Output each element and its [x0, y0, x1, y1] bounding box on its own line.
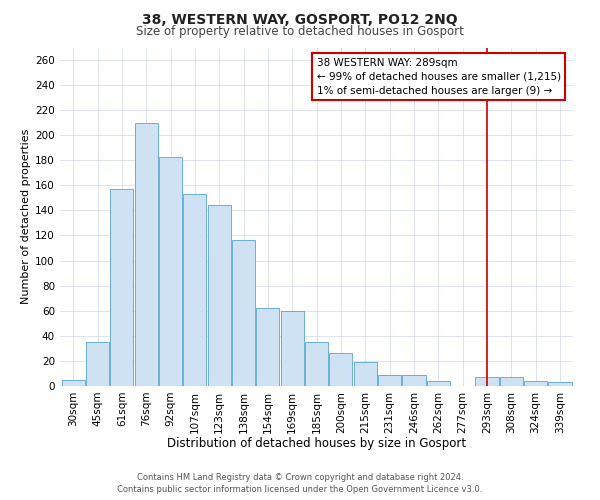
Y-axis label: Number of detached properties: Number of detached properties: [21, 129, 31, 304]
Bar: [305, 342, 328, 386]
Bar: [353, 362, 377, 386]
Bar: [256, 308, 280, 386]
Bar: [86, 342, 109, 386]
Bar: [110, 189, 133, 386]
Bar: [329, 354, 352, 386]
Bar: [62, 380, 85, 386]
Bar: [134, 122, 158, 386]
Text: 38 WESTERN WAY: 289sqm
← 99% of detached houses are smaller (1,215)
1% of semi-d: 38 WESTERN WAY: 289sqm ← 99% of detached…: [317, 58, 561, 96]
Bar: [378, 374, 401, 386]
Bar: [548, 382, 572, 386]
Text: Size of property relative to detached houses in Gosport: Size of property relative to detached ho…: [136, 25, 464, 38]
Bar: [427, 381, 450, 386]
Bar: [475, 377, 499, 386]
Bar: [184, 194, 206, 386]
Bar: [403, 374, 425, 386]
Bar: [159, 156, 182, 386]
Text: 38, WESTERN WAY, GOSPORT, PO12 2NQ: 38, WESTERN WAY, GOSPORT, PO12 2NQ: [142, 12, 458, 26]
Bar: [208, 206, 231, 386]
Bar: [232, 240, 255, 386]
X-axis label: Distribution of detached houses by size in Gosport: Distribution of detached houses by size …: [167, 437, 466, 450]
Bar: [281, 310, 304, 386]
Bar: [500, 377, 523, 386]
Bar: [524, 381, 547, 386]
Text: Contains HM Land Registry data © Crown copyright and database right 2024.
Contai: Contains HM Land Registry data © Crown c…: [118, 472, 482, 494]
